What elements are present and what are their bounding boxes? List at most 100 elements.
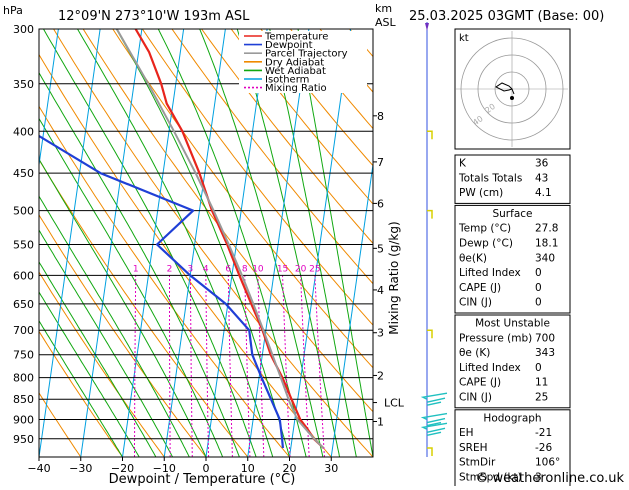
index-value: 25 <box>535 392 548 404</box>
height-tick-label: 7 <box>377 156 384 169</box>
mixing-ratio-label: 10 <box>252 264 264 274</box>
hpa-axis-unit: hPa <box>3 4 23 17</box>
parcel-trajectory-line <box>115 29 325 449</box>
index-label: CAPE (J) <box>459 377 501 389</box>
index-value: 0 <box>535 267 542 279</box>
index-value: 11 <box>535 377 548 389</box>
pressure-tick-label: 650 <box>13 298 34 311</box>
hodograph-indices-title: Hodograph <box>483 412 541 424</box>
wet-adiabat-line <box>39 319 123 457</box>
index-label: θe (K) <box>459 347 490 359</box>
mixing-ratio-label: 4 <box>203 264 209 274</box>
index-label: Pressure (mb) <box>459 332 532 344</box>
index-value: 4.1 <box>535 187 552 199</box>
hodograph-trace <box>495 82 515 95</box>
height-tick-label: 5 <box>377 242 384 255</box>
wet-adiabat-line <box>77 29 274 457</box>
legend-label: Isotherm <box>265 75 309 86</box>
temperature-axis: −40 −30 −20 −10 0 10 20 30 <box>27 457 338 475</box>
temperature-line <box>134 29 325 449</box>
legend-label: Temperature <box>264 32 328 43</box>
wind-barb <box>427 447 433 456</box>
mixing-ratio-line <box>134 275 137 457</box>
index-label: PW (cm) <box>459 187 503 199</box>
height-tick-label: 6 <box>377 197 384 210</box>
pressure-axis: 300 350 400 450 500 550 600 650 700 750 800 850 900 9… <box>13 23 34 446</box>
dry-adiabat-line <box>39 392 82 457</box>
mixing-ratio-line <box>227 275 233 457</box>
surface-indices-title: Surface <box>492 208 532 220</box>
dry-adiabat-line <box>39 158 249 457</box>
wind-barb <box>420 412 448 427</box>
index-value: 3 <box>535 472 542 484</box>
dry-adiabat-line <box>230 29 373 205</box>
index-value: 106° <box>535 457 560 469</box>
wet-adiabat-line <box>115 29 290 457</box>
most-unstable-indices-title: Most Unstable <box>475 318 550 330</box>
index-label: EH <box>459 427 474 439</box>
isotherm-line <box>247 29 310 457</box>
copyright-credit: © weatheronline.co.uk <box>475 471 624 486</box>
index-value: 340 <box>535 252 555 264</box>
mixing-ratio-label: 25 <box>309 264 320 274</box>
mixing-ratio-label: 1 <box>133 264 139 274</box>
temperature-tick-label: −20 <box>111 462 134 475</box>
temperature-tick-label: 10 <box>241 462 255 475</box>
pressure-tick-label: 550 <box>13 238 34 251</box>
pressure-tick-label: 500 <box>13 205 34 218</box>
index-label: CIN (J) <box>459 392 492 404</box>
index-label: Temp (°C) <box>458 223 511 235</box>
pressure-tick-label: 300 <box>13 23 34 36</box>
most-unstable-indices-box <box>454 314 571 409</box>
plot-area <box>39 29 373 457</box>
index-value: -21 <box>535 427 552 439</box>
index-value: 700 <box>535 332 555 344</box>
pressure-tick-label: 900 <box>13 414 34 427</box>
mixing-ratio-label: 6 <box>225 264 231 274</box>
index-label: Dewp (°C) <box>459 238 513 250</box>
storm-motion-marker <box>510 96 514 100</box>
wind-barb <box>427 130 433 140</box>
legend-label: Parcel Trajectory <box>265 49 348 60</box>
legend-label: Dewpoint <box>265 40 313 51</box>
index-label: Lifted Index <box>459 362 521 374</box>
height-tick-label: 8 <box>377 110 384 123</box>
temperature-tick-label: −10 <box>153 462 176 475</box>
dry-adiabat-line <box>260 29 373 167</box>
isotherm-line <box>39 29 101 457</box>
index-label: StmDir <box>459 457 496 469</box>
mixing-ratio-line <box>189 275 193 457</box>
index-label: StmSpd (kt) <box>459 472 522 484</box>
temperature-tick-label: −40 <box>27 462 50 475</box>
pressure-tick-label: 700 <box>13 324 34 337</box>
wind-barb <box>420 392 448 406</box>
pressure-tick-label: 950 <box>13 433 34 446</box>
mixing-ratio-label: 15 <box>277 264 288 274</box>
km-axis-unit: km <box>375 2 392 15</box>
index-label: CAPE (J) <box>459 282 501 294</box>
wind-barb <box>427 209 433 219</box>
isotherm-line <box>39 29 59 169</box>
isotherm-line <box>205 29 268 457</box>
mixing-ratio-label: 8 <box>242 264 248 274</box>
asl-axis-unit: ASL <box>375 16 397 29</box>
temperature-tick-label: 30 <box>324 462 338 475</box>
index-value: -26 <box>535 442 552 454</box>
mixing-ratio-label: 2 <box>167 264 173 274</box>
dry-adiabat-line <box>39 330 123 457</box>
legend-label: Wet Adiabat <box>265 66 326 77</box>
general-indices-box <box>454 154 571 204</box>
height-tick-label: LCL <box>384 397 405 410</box>
mixing-ratio-line <box>244 275 251 457</box>
mixing-ratio-lines <box>134 275 325 457</box>
pressure-tick-label: 600 <box>13 269 34 282</box>
index-label: K <box>459 158 467 170</box>
surface-indices-box <box>454 204 571 314</box>
index-value: 0 <box>535 297 542 309</box>
mixing-ratio-line <box>314 275 325 457</box>
hodograph-indices-box <box>454 409 571 489</box>
mixing-ratio-line <box>169 275 171 457</box>
